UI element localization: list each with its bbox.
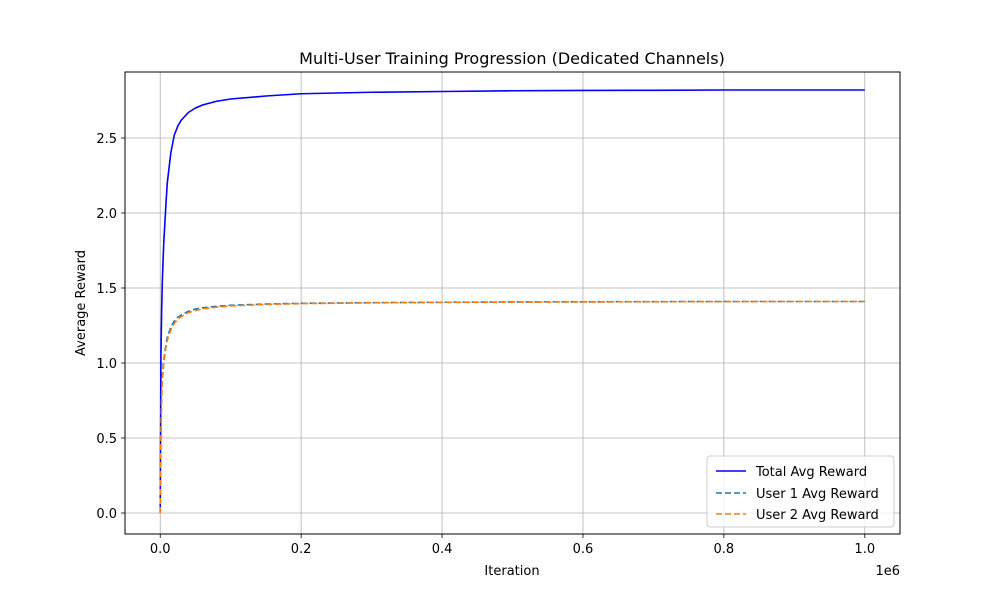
series-line-total	[159, 89, 865, 514]
y-tick-label: 2.0	[96, 207, 117, 222]
legend-label-user1: User 1 Avg Reward	[756, 487, 879, 502]
x-axis-label: Iteration	[484, 564, 539, 579]
y-tick-label: 0.0	[96, 507, 117, 522]
chart-title: Multi-User Training Progression (Dedicat…	[299, 49, 725, 68]
plot-frame	[124, 71, 901, 535]
y-tick-label: 1.0	[96, 357, 117, 372]
legend: Total Avg Reward User 1 Avg Reward User …	[706, 455, 895, 528]
x-axis-offset-text: 1e6	[875, 564, 900, 579]
y-axis: 0.0 0.5 1.0 1.5 2.0 2.5	[96, 132, 125, 522]
x-tick-label: 0.4	[432, 542, 453, 557]
y-axis-label: Average Reward	[74, 250, 89, 356]
legend-box	[706, 455, 895, 528]
y-tick-label: 2.5	[96, 132, 117, 147]
legend-label-total: Total Avg Reward	[755, 465, 867, 480]
x-tick-label: 0.8	[714, 542, 735, 557]
x-tick-label: 0.6	[573, 542, 594, 557]
series-line-user2	[159, 300, 865, 514]
series-layer	[159, 89, 865, 514]
y-tick-label: 0.5	[96, 432, 117, 447]
x-axis: 0.0 0.2 0.4 0.6 0.8 1.0	[150, 534, 875, 557]
x-tick-label: 0.2	[291, 542, 312, 557]
x-tick-label: 0.0	[150, 542, 171, 557]
x-tick-label: 1.0	[854, 542, 875, 557]
y-tick-label: 1.5	[96, 282, 117, 297]
legend-label-user2: User 2 Avg Reward	[756, 508, 879, 523]
